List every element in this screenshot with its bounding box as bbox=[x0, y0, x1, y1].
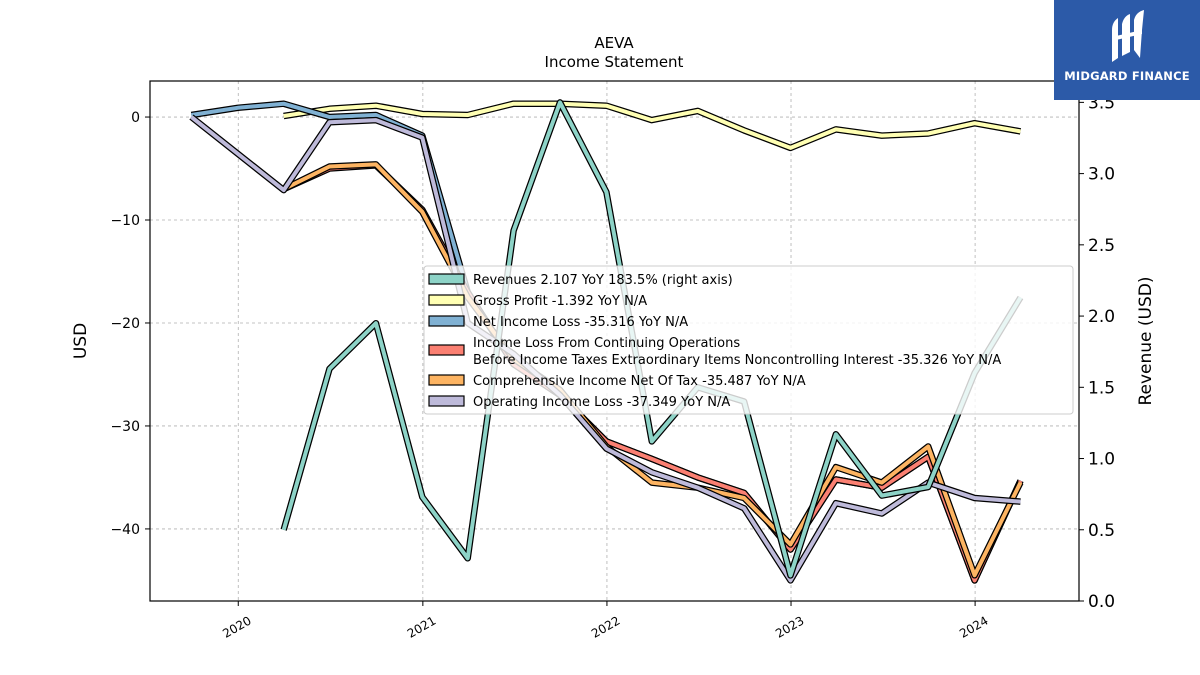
legend-entry: Net Income Loss -35.316 YoY N/A bbox=[428, 315, 688, 330]
right-tick-label: 2.5 bbox=[1088, 236, 1115, 256]
left-tick-label: −30 bbox=[110, 419, 140, 435]
legend-swatch bbox=[428, 273, 465, 285]
legend-swatch bbox=[428, 374, 465, 386]
left-tick-label: −20 bbox=[110, 316, 140, 332]
legend-label-line: Before Income Taxes Extraordinary Items … bbox=[473, 353, 1001, 368]
legend-label: Operating Income Loss -37.349 YoY N/A bbox=[473, 395, 730, 410]
series-0 bbox=[280, 99, 1024, 579]
midgard-finance-logo: MIDGARD FINANCE bbox=[1054, 0, 1200, 100]
legend-label: Income Loss From Continuing Operations Be… bbox=[473, 336, 1001, 368]
legend-label: Gross Profit -1.392 YoY N/A bbox=[473, 294, 647, 309]
chart-subtitle: Income Statement bbox=[545, 53, 684, 71]
legend-label: Net Income Loss -35.316 YoY N/A bbox=[473, 315, 688, 330]
series-4 bbox=[282, 161, 1024, 579]
series-line bbox=[281, 100, 1023, 578]
series-line bbox=[283, 101, 1021, 150]
series-5 bbox=[189, 114, 1021, 584]
legend-label-line: Income Loss From Continuing Operations bbox=[473, 336, 740, 351]
x-tick-label: 2022 bbox=[589, 613, 622, 640]
logo-mark-icon bbox=[1112, 10, 1144, 62]
chart-title: AEVA bbox=[594, 34, 634, 52]
series-line bbox=[190, 115, 1021, 583]
x-tick-label: 2024 bbox=[957, 613, 990, 640]
left-tick-label: −40 bbox=[110, 522, 140, 538]
plot-frame bbox=[149, 80, 1080, 602]
legend-swatch bbox=[428, 315, 465, 327]
legend-entry: Operating Income Loss -37.349 YoY N/A bbox=[428, 395, 730, 410]
x-tick-label: 2021 bbox=[405, 613, 438, 640]
right-tick-label: 3.0 bbox=[1088, 165, 1115, 185]
legend-swatch bbox=[428, 395, 465, 407]
left-tick-label: −10 bbox=[110, 213, 140, 229]
right-tick-label: 2.0 bbox=[1088, 307, 1115, 327]
series-1 bbox=[283, 100, 1022, 152]
left-tick-label: 0 bbox=[131, 110, 140, 126]
right-tick-label: 1.0 bbox=[1088, 450, 1115, 470]
y-axis-label-right: Revenue (USD) bbox=[1136, 276, 1156, 405]
legend-swatch bbox=[428, 294, 465, 306]
legend-label: Revenues 2.107 YoY 183.5% (right axis) bbox=[473, 273, 733, 288]
legend: Revenues 2.107 YoY 183.5% (right axis) Gr… bbox=[423, 265, 1074, 415]
series-layer bbox=[189, 99, 1024, 584]
legend-entry: Gross Profit -1.392 YoY N/A bbox=[428, 294, 647, 309]
x-tick-label: 2020 bbox=[220, 613, 253, 640]
right-tick-label: 1.5 bbox=[1088, 378, 1115, 398]
legend-entry: Comprehensive Income Net Of Tax -35.487 … bbox=[428, 374, 806, 389]
right-tick-label: 0.0 bbox=[1088, 592, 1115, 612]
logo-text: MIDGARD FINANCE bbox=[1064, 69, 1190, 83]
legend-label: Comprehensive Income Net Of Tax -35.487 … bbox=[473, 374, 806, 389]
legend-frame bbox=[423, 265, 1074, 415]
x-tick-label: 2023 bbox=[773, 613, 806, 640]
legend-entry: Income Loss From Continuing Operations Be… bbox=[428, 336, 1001, 368]
y-axis-label-left: USD bbox=[71, 323, 91, 359]
legend-swatch bbox=[428, 344, 465, 356]
legend-entry: Revenues 2.107 YoY 183.5% (right axis) bbox=[428, 273, 733, 288]
series-line bbox=[282, 162, 1023, 578]
right-tick-label: 0.5 bbox=[1088, 521, 1115, 541]
